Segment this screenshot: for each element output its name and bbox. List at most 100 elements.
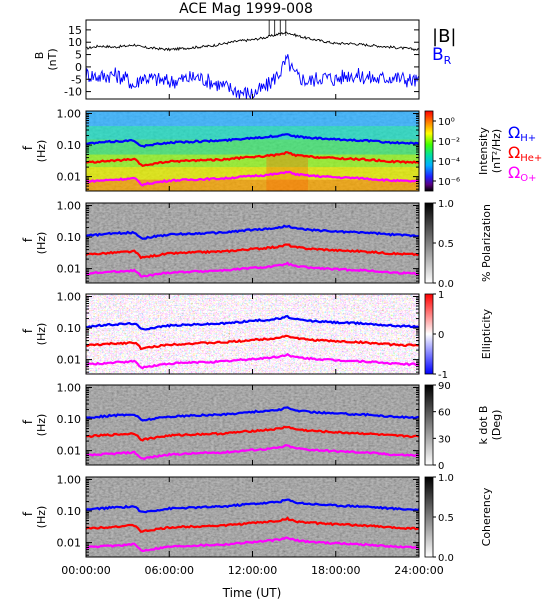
colorbar	[424, 202, 434, 284]
y-axis-label: f	[21, 145, 35, 150]
omega-subscript: O+	[520, 173, 536, 184]
x-tick-label: 00:00:00	[61, 564, 110, 577]
y-axis-unit: (Hz)	[35, 232, 48, 255]
legend-b-total: |B|	[432, 26, 456, 47]
gyrofrequency-line-He-plus	[85, 334, 420, 351]
colorbar-label: Coherency	[480, 487, 493, 546]
panel-ellipticity: 1.00 0.10 0.01 f (Hz) 1 0 -1 Ellipticity	[21, 290, 493, 381]
y-tick-label: 1.00	[57, 290, 82, 303]
omega-glyph: Ω	[508, 143, 520, 162]
y-tick-label: -10	[64, 86, 82, 99]
gyrofrequency-line-O-plus	[85, 352, 420, 370]
y-tick-label: 0.10	[57, 231, 82, 244]
y-tick-label: 5	[75, 49, 82, 62]
y-tick-label: 0.01	[57, 263, 82, 276]
y-tick-label: 0.01	[57, 171, 82, 184]
colorbar-tick-label: 90	[438, 381, 451, 392]
panel-polarization: 1.00 0.10 0.01 f (Hz) 1.0 0.5 0.0 % Polarization	[21, 199, 493, 290]
y-axis-label: f	[21, 419, 35, 424]
colorbar-label-unit: (Deg)	[490, 410, 503, 441]
gyrofrequency-line-He-plus	[85, 243, 420, 260]
colorbar-tick-label: 0.5	[438, 239, 454, 250]
x-axis-label: Time (UT)	[222, 586, 282, 600]
colorbar-tick-label: -1	[438, 370, 448, 381]
y-tick-label: 15	[68, 24, 82, 37]
y-tick-label: 0.10	[57, 139, 82, 152]
y-axis-unit: (Hz)	[35, 414, 48, 437]
legend-omega-o: ΩO+	[508, 163, 536, 184]
colorbar-tick-label: 0.5	[438, 513, 454, 524]
colorbar-tick-label: 10⁻²	[438, 137, 460, 148]
colorbar-tick-label: 1.0	[438, 473, 454, 484]
omega-glyph: Ω	[508, 163, 520, 182]
gyrofrequency-line-H-plus	[85, 133, 420, 149]
panel-intensity: 1.00 0.10 0.01 f (Hz) 10⁰ 10⁻² 10⁻⁴ 10⁻⁶ Intensit…	[21, 107, 503, 192]
figure-title: ACE Mag 1999-008	[179, 1, 313, 17]
gyrofrequency-line-He-plus	[85, 151, 420, 167]
gyrofrequency-line-H-plus	[85, 224, 420, 240]
gyrofrequency-line-O-plus	[85, 536, 420, 553]
y-tick-label: 10	[68, 36, 82, 49]
y-tick-label: 0.10	[57, 413, 82, 426]
y-axis-label: f	[21, 328, 35, 333]
colorbar-tick-label: 0	[438, 330, 444, 341]
colorbar-tick-label: 1.0	[438, 199, 454, 210]
gyrofrequency-line-H-plus	[85, 498, 420, 514]
colorbar-label: Ellipticity	[480, 308, 493, 359]
y-axis-unit: (Hz)	[35, 506, 48, 529]
colorbar-tick-label: 60	[438, 408, 451, 419]
x-tick-label: 18:00:00	[311, 564, 360, 577]
legend-b-r-main: B	[432, 45, 444, 65]
colorbar-tick-label: 0	[438, 461, 444, 472]
y-axis-unit: (Hz)	[35, 140, 48, 163]
colorbar	[424, 293, 434, 375]
colorbar-tick-label: 30	[438, 434, 451, 445]
y-axis-label: f	[21, 237, 35, 242]
y-tick-label: -5	[71, 73, 82, 86]
y-tick-label: 0.01	[57, 537, 82, 550]
gyrofrequency-line-He-plus	[85, 425, 420, 442]
legend-b-r: BR	[432, 45, 452, 67]
legend-omega-h: ΩH+	[508, 123, 536, 144]
gyrofrequency-line-H-plus	[85, 406, 419, 422]
y-tick-label: 0.01	[57, 354, 82, 367]
y-tick-label: 1.00	[57, 473, 82, 486]
y-tick-label: 0.01	[57, 445, 82, 458]
colorbar-label: Intensity	[477, 127, 490, 175]
y-tick-label: 1.00	[57, 107, 82, 120]
y-axis-unit: (Hz)	[35, 323, 48, 346]
y-tick-label: 0.10	[57, 505, 82, 518]
colorbar-tick-label: 10⁻⁶	[438, 177, 460, 188]
gyrofrequency-line-O-plus	[85, 261, 420, 278]
x-tick-label: 06:00:00	[145, 564, 194, 577]
x-tick-label: 12:00:00	[228, 564, 277, 577]
y-tick-label: 1.00	[57, 199, 82, 212]
colorbar-label: % Polarization	[480, 204, 493, 282]
colorbar	[424, 110, 434, 192]
y-axis-label: B	[33, 52, 46, 60]
colorbar-tick-label: 1	[438, 290, 444, 301]
legend-omega-he: ΩHe+	[508, 143, 542, 164]
y-tick-label: 1.00	[57, 381, 82, 394]
colorbar-tick-label: 10⁻⁴	[438, 157, 460, 168]
y-tick-label: 0.10	[57, 322, 82, 335]
omega-subscript: He+	[520, 153, 542, 164]
y-axis-label: f	[21, 511, 35, 516]
colorbar-label-unit: (nT²/Hz)	[490, 129, 503, 173]
y-tick-label: 0	[75, 61, 82, 74]
omega-glyph: Ω	[508, 123, 520, 142]
colorbar	[424, 384, 434, 466]
gyrofrequency-line-O-plus	[86, 444, 420, 461]
gyrofrequency-line-H-plus	[85, 314, 420, 331]
gyrofrequency-line-He-plus	[85, 516, 420, 533]
plot-area	[86, 20, 419, 99]
colorbar-tick-label: 0.0	[438, 279, 454, 290]
panel-coherency: 1.00 0.10 0.01 f (Hz) 1.0 0.5 0.0 Coherency 00:00…	[21, 473, 493, 577]
legend-b-r-sub: R	[444, 54, 452, 67]
series-line-b-total	[85, 31, 420, 52]
panel-k-dot-b: 1.00 0.10 0.01 f (Hz) 90 60 30 0 k dot B (Deg)	[21, 381, 503, 472]
omega-subscript: H+	[520, 133, 536, 144]
